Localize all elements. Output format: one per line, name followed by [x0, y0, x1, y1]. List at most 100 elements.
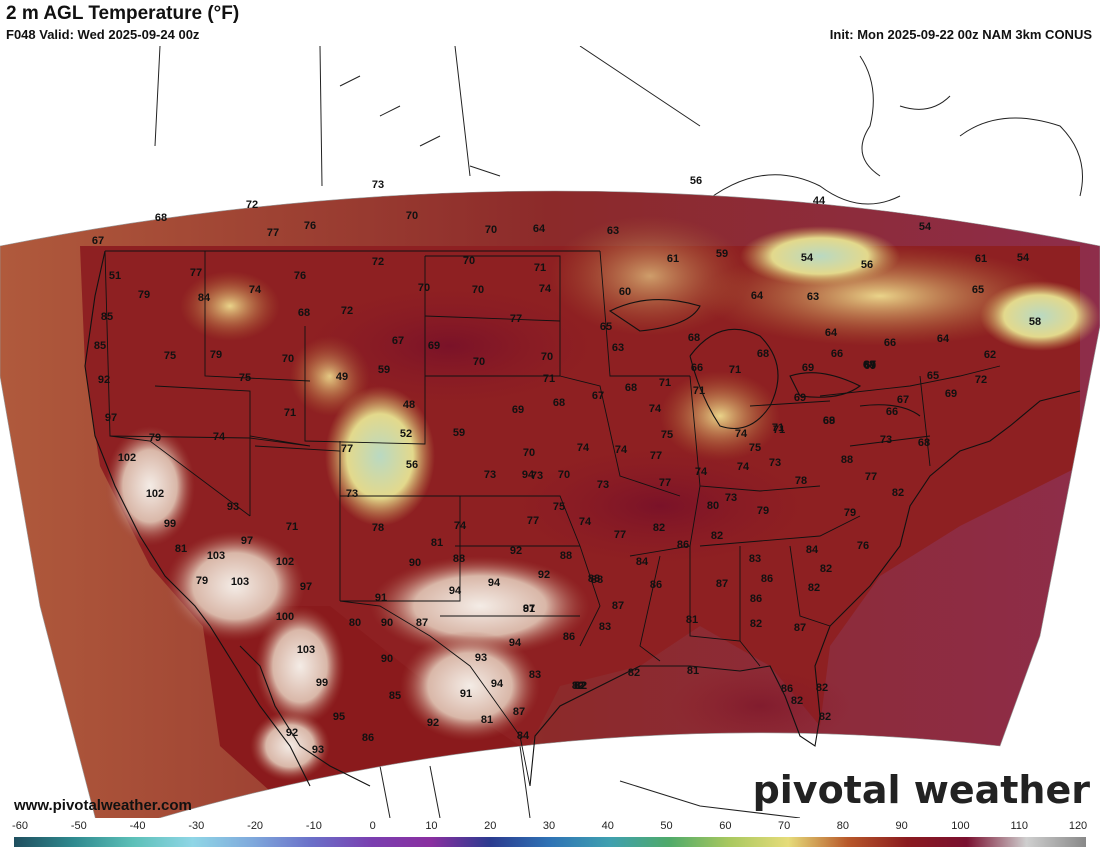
temperature-label: 81: [175, 543, 187, 555]
temperature-label: 82: [575, 680, 587, 692]
temperature-label: 88: [841, 454, 853, 466]
temperature-label: 64: [825, 327, 838, 339]
temperature-label: 64: [937, 333, 950, 345]
temperature-label: 102: [146, 488, 164, 500]
temperature-label: 97: [105, 412, 117, 424]
temperature-label: 74: [649, 403, 662, 415]
temperature-label: 87: [523, 603, 535, 615]
temperature-label: 66: [831, 348, 843, 360]
temperature-label: 77: [659, 477, 671, 489]
temperature-label: 77: [650, 450, 662, 462]
site-url[interactable]: www.pivotalweather.com: [14, 797, 192, 814]
coastlines: [84, 250, 1081, 787]
temperature-label: 58: [1029, 316, 1041, 328]
temperature-label: 83: [599, 621, 611, 633]
map-title: 2 m AGL Temperature (°F): [6, 3, 240, 24]
colorbar-tick-label: -30: [188, 820, 205, 832]
temperature-label: 97: [300, 581, 312, 593]
temperature-label: 69: [794, 392, 806, 404]
temperature-label: 74: [539, 283, 552, 295]
temperature-label: 82: [574, 680, 586, 692]
temperature-label: 92: [286, 727, 298, 739]
temperature-label: 83: [529, 669, 541, 681]
temperature-label: 68: [625, 382, 637, 394]
temperature-label: 77: [527, 515, 539, 527]
temperature-label: 80: [349, 617, 361, 629]
temperature-label: 72: [246, 199, 258, 211]
temperature-label: 70: [541, 351, 553, 363]
map-header: 2 m AGL Temperature (°F) F048 Valid: Wed…: [0, 0, 1100, 47]
temperature-label: 61: [667, 253, 679, 265]
temperature-label: 93: [475, 652, 487, 664]
temperature-label: 87: [416, 617, 428, 629]
temperature-labels: 73 56 72 68 77 76 70 70 64 63 44 54 67 51 77 76 72 70 71 61…: [92, 175, 1041, 756]
colorbar-tick-label: 0: [369, 820, 376, 832]
temperature-label: 93: [227, 501, 239, 513]
temperature-label: 72: [372, 256, 384, 268]
temperature-label: 97: [241, 535, 253, 547]
temperature-label: 87: [513, 706, 525, 718]
temperature-label: 70: [418, 282, 430, 294]
temperature-label: 71: [729, 364, 741, 376]
forecast-domain: [0, 191, 1100, 818]
temperature-label: 84: [517, 730, 530, 742]
temperature-label: 61: [975, 253, 987, 265]
temperature-label: 90: [381, 617, 393, 629]
temperature-label: 94: [488, 577, 501, 589]
temperature-label: 54: [919, 221, 932, 233]
temperature-label: 71: [659, 377, 671, 389]
colorbar-tick-label: -40: [129, 820, 146, 832]
temperature-label: 81: [431, 537, 443, 549]
temperature-label: 87: [612, 600, 624, 612]
colorbar-tick-label: 50: [660, 820, 673, 832]
temperature-label: 82: [628, 667, 640, 679]
colorbar-tick-label: 90: [895, 820, 908, 832]
temperature-label: 84: [636, 556, 649, 568]
temperature-label: 62: [984, 349, 996, 361]
temperature-label: 79: [757, 505, 769, 517]
colorbar-tick-label: 80: [836, 820, 849, 832]
temperature-label: 86: [650, 579, 662, 591]
temperature-label: 73: [531, 470, 543, 482]
temperature-label: 69: [428, 340, 440, 352]
temperature-label: 70: [485, 224, 497, 236]
temperature-label: 77: [510, 313, 522, 325]
temperature-label: 85: [389, 690, 401, 702]
temperature-label: 77: [267, 227, 279, 239]
temperature-label: 75: [661, 429, 673, 441]
colorbar-tick-label: -60: [12, 820, 28, 832]
temperature-label: 75: [553, 501, 565, 513]
temperature-label: 102: [276, 556, 294, 568]
temperature-label: 82: [791, 695, 803, 707]
temperature-label: 71: [286, 521, 298, 533]
temperature-label: 69: [823, 415, 835, 427]
temperature-label: 82: [808, 582, 820, 594]
temperature-label: 67: [392, 335, 404, 347]
temperature-label: 85: [94, 340, 106, 352]
temperature-label: 78: [795, 475, 807, 487]
colorbar-fill: [14, 837, 1086, 847]
temperature-map[interactable]: 73 56 72 68 77 76 70 70 64 63 44 54 67 51 77 76 72 70 71 61…: [0, 46, 1100, 818]
temperature-label: 74: [615, 444, 628, 456]
temperature-label: 49: [336, 371, 348, 383]
colorbar-tick-label: 30: [542, 820, 556, 832]
temperature-label: 79: [149, 432, 161, 444]
temperature-label: 99: [316, 677, 328, 689]
temperature-label: 63: [607, 225, 619, 237]
temperature-label: 71: [693, 385, 705, 397]
temperature-label: 82: [892, 487, 904, 499]
temperature-label: 68: [298, 307, 310, 319]
temperature-label: 82: [572, 680, 584, 692]
temperature-label: 82: [819, 711, 831, 723]
temperature-label: 103: [231, 576, 249, 588]
temperature-label: 92: [98, 374, 110, 386]
temperature-label: 73: [880, 434, 892, 446]
temperature-label: 71: [773, 424, 785, 436]
temperature-label: 44: [813, 195, 826, 207]
temperature-label: 73: [597, 479, 609, 491]
temperature-label: 79: [138, 289, 150, 301]
temperature-label: 74: [695, 466, 708, 478]
temperature-label: 95: [333, 711, 345, 723]
colorbar-tick-label: 20: [484, 820, 497, 832]
temperature-label: 74: [579, 516, 592, 528]
